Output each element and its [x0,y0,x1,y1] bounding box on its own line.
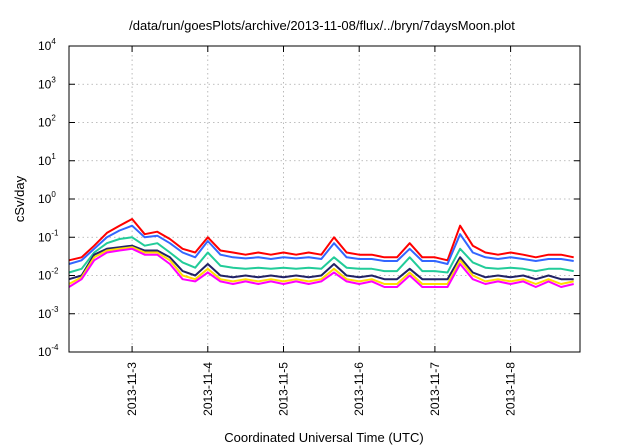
series-line-5 [68,246,574,285]
series-line-2 [68,224,574,265]
x-tick-label: 2013-11-4 [201,362,215,416]
x-tick-label: 2013-11-3 [125,362,139,416]
y-tick-label: 10-2 [38,267,59,283]
x-axis-label: Coordinated Universal Time (UTC) [224,430,423,445]
y-tick-label: 103 [38,75,56,91]
x-tick-label: 2013-11-8 [504,362,518,416]
chart-title: /data/run/goesPlots/archive/2013-11-08/f… [129,18,515,33]
y-tick-label: 10-1 [38,228,59,244]
series-line-6 [68,247,574,288]
y-tick-label: 102 [38,114,56,130]
series-line-3 [68,236,574,274]
x-tick-label: 2013-11-7 [428,362,442,416]
y-tick-label: 100 [38,190,56,206]
y-tick-label: 101 [38,152,56,168]
y-axis: 104 103 102 101 100 10-1 10-2 10-3 10-4 [38,37,580,359]
x-tick-label: 2013-11-5 [276,362,290,416]
x-axis: 2013-11-3 2013-11-4 2013-11-5 2013-11-6 2013… [125,46,518,416]
y-tick-label: 10-3 [38,305,59,321]
x-tick-label: 2013-11-6 [352,362,366,416]
grid [69,46,580,352]
y-tick-label: 104 [38,37,56,53]
y-axis-label: cSv/day [12,175,27,222]
series-line-4 [68,244,574,281]
series-line-1 [68,218,574,262]
y-tick-label: 10-4 [38,343,59,359]
series-group [68,218,574,288]
